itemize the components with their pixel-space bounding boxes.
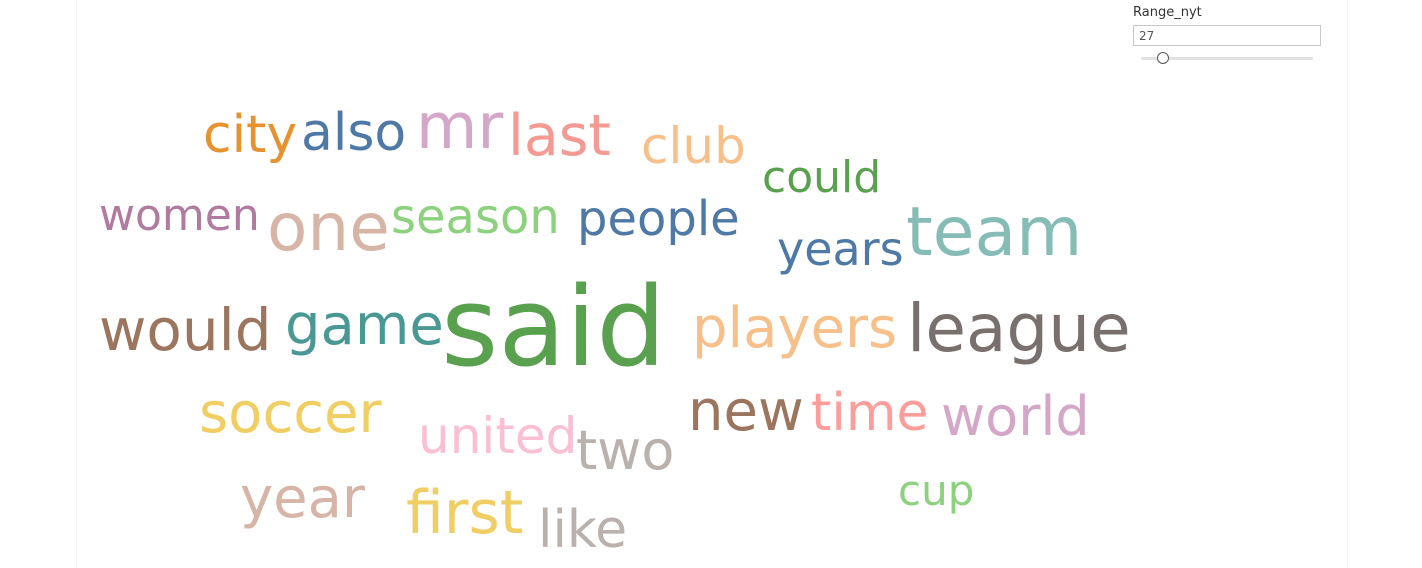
word-cup[interactable]: cup xyxy=(898,466,975,516)
word-season[interactable]: season xyxy=(391,188,560,245)
word-years[interactable]: years xyxy=(777,222,904,277)
dashboard-frame xyxy=(76,0,1348,568)
slider-track[interactable] xyxy=(1141,57,1313,60)
parameter-value-input[interactable] xyxy=(1133,25,1321,46)
word-also[interactable]: also xyxy=(301,103,407,164)
word-one[interactable]: one xyxy=(267,188,390,266)
word-city[interactable]: city xyxy=(203,105,298,166)
word-people[interactable]: people xyxy=(577,190,740,247)
word-team[interactable]: team xyxy=(906,192,1083,272)
word-united[interactable]: united xyxy=(418,407,578,465)
word-mr[interactable]: mr xyxy=(416,89,504,163)
word-would[interactable]: would xyxy=(99,295,272,364)
range-parameter-control: Range_nyt xyxy=(1133,4,1323,64)
word-league[interactable]: league xyxy=(907,289,1131,367)
word-last[interactable]: last xyxy=(508,102,611,169)
word-said[interactable]: said xyxy=(441,263,667,392)
parameter-title: Range_nyt xyxy=(1133,5,1202,20)
slider-thumb[interactable] xyxy=(1157,52,1170,64)
word-club[interactable]: club xyxy=(641,117,746,175)
word-first[interactable]: first xyxy=(406,478,524,549)
word-like[interactable]: like xyxy=(538,500,628,561)
word-time[interactable]: time xyxy=(811,383,929,444)
parameter-slider[interactable] xyxy=(1141,52,1313,64)
word-could[interactable]: could xyxy=(762,151,882,203)
word-players[interactable]: players xyxy=(692,296,898,362)
word-world[interactable]: world xyxy=(941,384,1090,448)
word-year[interactable]: year xyxy=(240,466,365,532)
word-women[interactable]: women xyxy=(99,189,260,241)
word-two[interactable]: two xyxy=(576,418,675,482)
word-new[interactable]: new xyxy=(688,379,804,445)
word-soccer[interactable]: soccer xyxy=(199,381,382,447)
word-game[interactable]: game xyxy=(285,293,444,359)
